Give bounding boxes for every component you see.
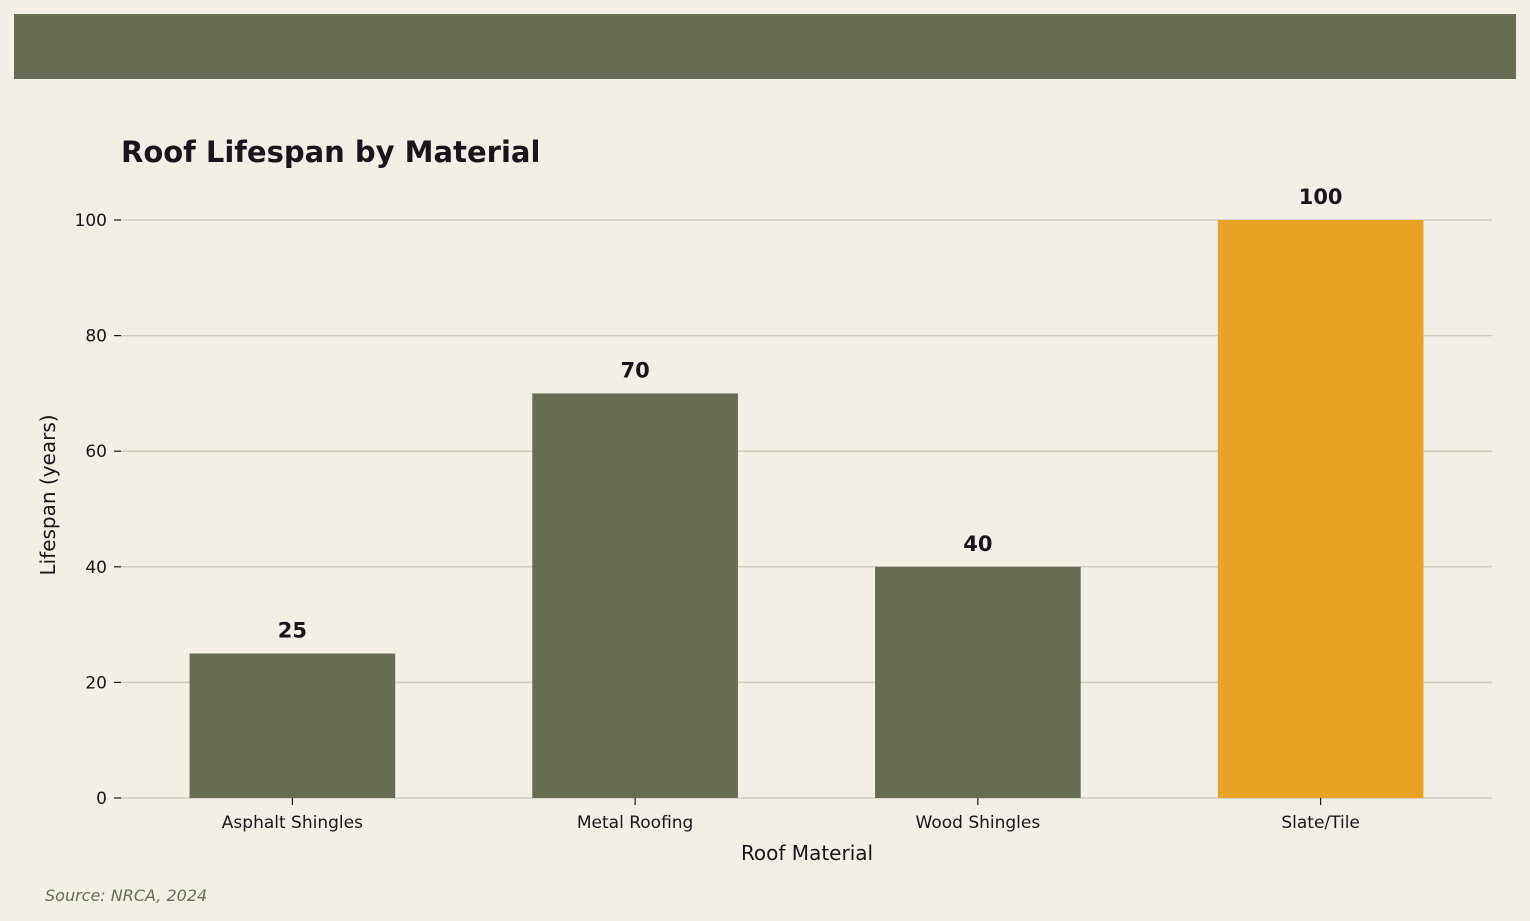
x-tick-label: Metal Roofing [577, 813, 693, 833]
data-label: 100 [1299, 185, 1343, 209]
x-tick-label: Asphalt Shingles [222, 813, 363, 833]
y-tick-label: 80 [85, 327, 107, 347]
y-tick-label: 0 [96, 789, 107, 809]
data-labels: 25 70 40 100 [278, 185, 1343, 643]
bar-metal-roofing [532, 393, 738, 798]
chart-title: Roof Lifespan by Material [121, 135, 540, 169]
x-tick-label: Slate/Tile [1281, 813, 1360, 833]
source-note: Source: NRCA, 2024 [45, 886, 208, 905]
y-tick-label: 20 [85, 673, 107, 693]
data-label: 40 [963, 532, 992, 556]
x-tick-label: Wood Shingles [916, 813, 1041, 833]
y-tick-label: 100 [75, 211, 107, 231]
y-axis-label: Lifespan (years) [36, 414, 60, 575]
x-axis-ticks: Asphalt Shingles Metal Roofing Wood Shingl… [222, 798, 1360, 833]
y-axis-ticks: 0 20 40 60 80 100 [75, 211, 121, 809]
bars [189, 220, 1424, 798]
y-tick-label: 60 [85, 442, 107, 462]
bar-slate-tile [1217, 220, 1424, 798]
header-band [14, 14, 1516, 79]
data-label: 70 [621, 358, 650, 382]
bar-asphalt-shingles [189, 653, 396, 798]
x-axis-label: Roof Material [741, 841, 873, 865]
y-tick-label: 40 [85, 558, 107, 578]
bar-wood-shingles [875, 566, 1081, 798]
data-label: 25 [278, 619, 307, 643]
